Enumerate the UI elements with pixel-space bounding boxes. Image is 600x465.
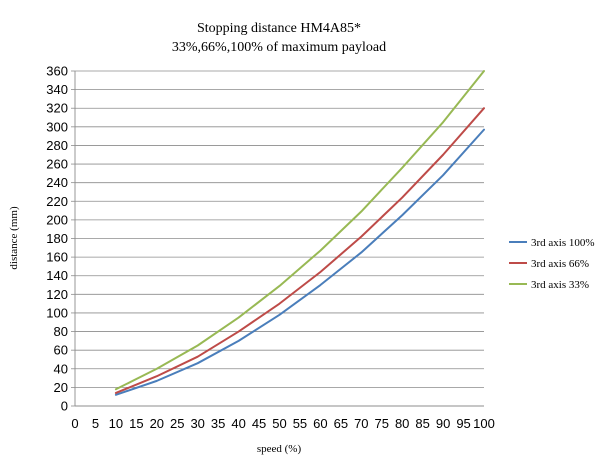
x-tick-label-65: 65: [334, 416, 348, 431]
x-tick-labels: 0 5 10 15 20 25 30 35 40 45 50 55 60 65 70 75 80 85 90 95 10…: [71, 416, 494, 431]
y-tick-label-240: 240: [46, 175, 68, 190]
x-tick-label-0: 0: [71, 416, 78, 431]
y-tick-label-40: 40: [54, 361, 68, 376]
x-tick-label-60: 60: [313, 416, 327, 431]
x-tick-label-95: 95: [456, 416, 470, 431]
legend-label-1: 3rd axis 100%: [531, 237, 595, 249]
x-tick-label-45: 45: [252, 416, 266, 431]
x-tick-label-85: 85: [415, 416, 429, 431]
y-tick-label-260: 260: [46, 157, 68, 172]
y-tick-label-160: 160: [46, 250, 68, 265]
x-axis-title: speed (%): [257, 443, 302, 455]
y-tick-label-340: 340: [46, 82, 68, 97]
chart-title: Stopping distance HM4A85*: [197, 21, 361, 36]
x-tick-label-100: 100: [473, 416, 495, 431]
x-tick-label-30: 30: [190, 416, 204, 431]
x-tick-label-35: 35: [211, 416, 225, 431]
x-tick-label-25: 25: [170, 416, 184, 431]
x-tick-label-75: 75: [375, 416, 389, 431]
x-tick-label-10: 10: [109, 416, 123, 431]
x-tick-label-15: 15: [129, 416, 143, 431]
y-tick-labels: 0 20 40 60 80 100 120 140 160 180 200 220 240 260 280 3…: [46, 64, 68, 414]
chart-subtitle: 33%,66%,100% of maximum payload: [172, 40, 386, 55]
x-tick-label-40: 40: [231, 416, 245, 431]
x-tick-label-5: 5: [92, 416, 99, 431]
x-tick-label-90: 90: [436, 416, 450, 431]
y-tick-label-60: 60: [54, 343, 68, 358]
x-tick-label-80: 80: [395, 416, 409, 431]
legend-label-2: 3rd axis 66%: [531, 258, 589, 270]
y-tick-label-220: 220: [46, 194, 68, 209]
series-line-2: [114, 107, 485, 394]
axes: [71, 70, 484, 407]
series-line-1: [114, 128, 485, 396]
y-tick-label-200: 200: [46, 212, 68, 227]
y-tick-label-0: 0: [61, 399, 68, 414]
y-axis-title: distance (mm): [8, 206, 20, 270]
x-tick-label-55: 55: [293, 416, 307, 431]
x-tick-label-70: 70: [354, 416, 368, 431]
gridlines: [75, 70, 484, 388]
x-tick-label-50: 50: [272, 416, 286, 431]
y-tick-label-20: 20: [54, 380, 68, 395]
y-tick-label-280: 280: [46, 138, 68, 153]
legend: 3rd axis 100% 3rd axis 66% 3rd axis 33%: [509, 237, 595, 291]
y-tick-label-120: 120: [46, 287, 68, 302]
y-tick-label-140: 140: [46, 268, 68, 283]
y-tick-label-300: 300: [46, 119, 68, 134]
y-tick-label-100: 100: [46, 305, 68, 320]
x-tick-label-20: 20: [150, 416, 164, 431]
series-lines: [114, 70, 485, 396]
y-tick-label-320: 320: [46, 101, 68, 116]
y-tick-label-360: 360: [46, 64, 68, 79]
y-tick-label-180: 180: [46, 231, 68, 246]
series-line-3: [114, 70, 485, 391]
y-tick-label-80: 80: [54, 324, 68, 339]
legend-label-3: 3rd axis 33%: [531, 279, 589, 291]
